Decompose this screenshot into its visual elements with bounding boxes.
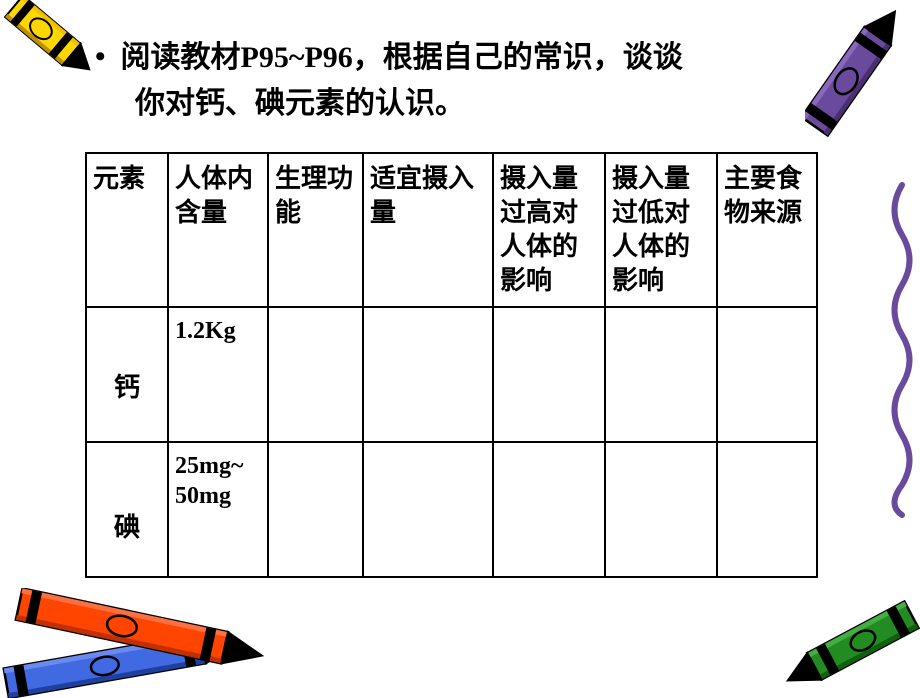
- instruction-line-1: 阅读教材P95~P96，根据自己的常识，谈谈: [121, 35, 683, 81]
- col-header-food-source: 主要食物来源: [717, 153, 817, 307]
- col-header-element: 元素: [86, 153, 168, 307]
- iodine-too-low: [605, 442, 717, 577]
- col-header-physio-function: 生理功能: [268, 153, 363, 307]
- calcium-too-high: [493, 307, 605, 442]
- crayon-decoration-bottom-right: [785, 600, 920, 695]
- iodine-intake: [363, 442, 493, 577]
- iodine-body-content: 25mg~ 50mg: [168, 442, 268, 577]
- squiggle-decoration-right: [882, 180, 920, 520]
- crayon-decoration-top-left: [0, 0, 110, 90]
- col-header-body-content: 人体内含量: [168, 153, 268, 307]
- row-label-calcium: 钙: [86, 307, 168, 442]
- row-label-iodine: 碘: [86, 442, 168, 577]
- crayon-decoration-bottom-left: [0, 588, 305, 698]
- calcium-physio: [268, 307, 363, 442]
- calcium-body-content: 1.2Kg: [168, 307, 268, 442]
- iodine-physio: [268, 442, 363, 577]
- iodine-food: [717, 442, 817, 577]
- crayon-decoration-top-right: [805, 0, 920, 150]
- elements-table: 元素 人体内含量 生理功能 适宜摄入量 摄入量过高对人体的影响 摄入量过低对人体…: [85, 152, 818, 578]
- instruction-block: • 阅读教材P95~P96，根据自己的常识，谈谈 你对钙、碘元素的认识。: [60, 35, 860, 127]
- col-header-too-low: 摄入量过低对人体的影响: [605, 153, 717, 307]
- calcium-food: [717, 307, 817, 442]
- table-row: 钙 1.2Kg: [86, 307, 817, 442]
- instruction-line-2: 你对钙、碘元素的认识。: [135, 81, 860, 127]
- table-row: 碘 25mg~ 50mg: [86, 442, 817, 577]
- iodine-too-high: [493, 442, 605, 577]
- slide-content: • 阅读教材P95~P96，根据自己的常识，谈谈 你对钙、碘元素的认识。 元素 …: [0, 0, 920, 598]
- col-header-too-high: 摄入量过高对人体的影响: [493, 153, 605, 307]
- calcium-intake: [363, 307, 493, 442]
- table-header-row: 元素 人体内含量 生理功能 适宜摄入量 摄入量过高对人体的影响 摄入量过低对人体…: [86, 153, 817, 307]
- calcium-too-low: [605, 307, 717, 442]
- col-header-intake: 适宜摄入量: [363, 153, 493, 307]
